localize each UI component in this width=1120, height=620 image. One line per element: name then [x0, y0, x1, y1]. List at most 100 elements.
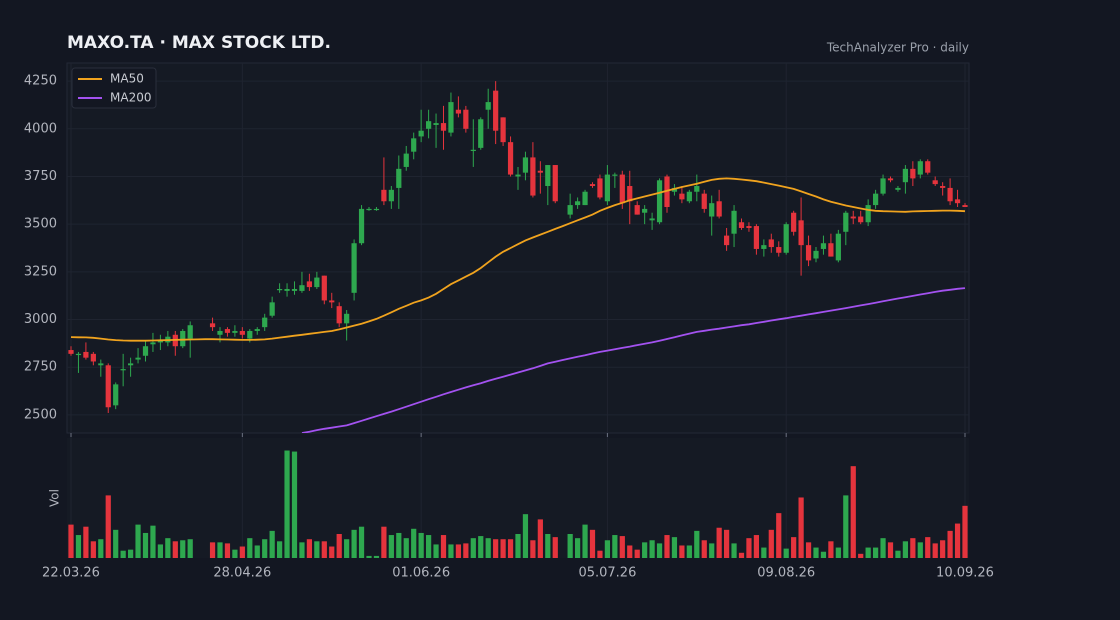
- candle-body: [619, 174, 625, 204]
- volume-bar: [627, 545, 633, 558]
- candle-body: [314, 277, 320, 288]
- candle-body: [656, 180, 663, 223]
- candle-body: [113, 384, 119, 406]
- candle-body: [150, 342, 156, 345]
- candle-body: [68, 350, 74, 354]
- candle-body: [887, 178, 894, 181]
- candle-body: [232, 330, 238, 333]
- candle-body: [932, 180, 938, 185]
- candle-body: [664, 176, 670, 207]
- volume-bar: [299, 542, 305, 558]
- volume-bar: [701, 540, 707, 558]
- volume-bar: [746, 538, 752, 558]
- candle-body: [597, 178, 603, 198]
- volume-bar: [694, 530, 700, 558]
- candle-body: [701, 193, 707, 209]
- volume-bar: [448, 544, 454, 558]
- y-tick-label: 2500: [24, 407, 57, 422]
- candle-body: [500, 117, 506, 143]
- volume-bar: [180, 540, 186, 558]
- volume-label: Vol: [48, 489, 62, 507]
- candle-body: [373, 208, 380, 211]
- volume-bar: [142, 532, 149, 558]
- candle-body: [254, 329, 260, 331]
- y-tick-label: 3750: [24, 169, 57, 184]
- volume-bar: [478, 536, 484, 558]
- candle-body: [396, 168, 402, 188]
- candle-body: [604, 174, 611, 202]
- volume-bar: [537, 519, 543, 558]
- volume-bar: [843, 495, 849, 558]
- candle-body: [679, 193, 685, 200]
- candle-body: [761, 245, 767, 249]
- volume-bar: [902, 541, 909, 558]
- candle-body: [411, 138, 417, 152]
- candle-body: [612, 174, 618, 176]
- candle-body: [522, 157, 529, 173]
- candle-body: [865, 205, 871, 223]
- volume-bar: [157, 544, 164, 558]
- volume-bar: [887, 542, 894, 558]
- volume-bar: [455, 544, 462, 558]
- volume-bar: [306, 539, 313, 558]
- volume-bar: [411, 528, 417, 558]
- volume-bar: [671, 537, 678, 558]
- y-tick-label: 4000: [24, 121, 57, 136]
- candle-body: [440, 123, 447, 131]
- volume-bar: [224, 543, 231, 558]
- candle-body: [835, 233, 841, 261]
- candle-body: [83, 351, 89, 358]
- x-tick-label: 09.08.26: [757, 566, 815, 581]
- candle-body: [567, 205, 573, 215]
- volume-bar: [470, 538, 476, 558]
- candle-body: [768, 239, 774, 248]
- candle-body: [746, 226, 752, 228]
- candle-body: [299, 285, 305, 291]
- volume-bar: [835, 547, 841, 558]
- volume-bar: [649, 540, 655, 558]
- volume-bar: [284, 450, 290, 558]
- volume-bar: [612, 535, 618, 558]
- volume-bar: [850, 466, 856, 558]
- volume-bar: [597, 550, 603, 558]
- volume-bar: [954, 523, 961, 558]
- candle-body: [336, 306, 342, 324]
- candle-body: [709, 203, 715, 217]
- candle-body: [828, 243, 834, 257]
- volume-bar: [664, 535, 670, 558]
- price-pane: [66, 62, 970, 434]
- x-tick-label: 01.06.26: [392, 566, 450, 581]
- volume-bar: [962, 505, 968, 558]
- y-tick-label: 3000: [24, 312, 57, 327]
- x-tick-label: 28.04.26: [213, 566, 271, 581]
- volume-bar: [254, 545, 260, 558]
- candle-body: [127, 363, 134, 366]
- candle-body: [776, 247, 782, 253]
- legend-label: MA50: [110, 72, 144, 86]
- volume-bar: [187, 539, 193, 558]
- candle-body: [493, 90, 499, 131]
- volume-bar: [738, 552, 745, 558]
- candle-body: [798, 220, 804, 246]
- volume-bar: [232, 549, 238, 558]
- candle-body: [813, 250, 819, 259]
- volume-bar: [127, 549, 134, 558]
- volume-bar: [351, 529, 357, 558]
- candle-body: [947, 187, 953, 202]
- x-tick-label: 05.07.26: [578, 566, 636, 581]
- y-tick-label: 3500: [24, 217, 57, 232]
- candle-body: [843, 212, 849, 232]
- candle-body: [545, 165, 551, 187]
- candle-body: [366, 208, 372, 211]
- ma-line: [70, 177, 966, 342]
- candle-body: [552, 165, 558, 202]
- candle-body: [642, 208, 648, 213]
- legend-label: MA200: [110, 91, 151, 105]
- volume-bar: [440, 535, 447, 558]
- volume-bar: [776, 513, 782, 558]
- candle-body: [284, 289, 290, 291]
- volume-bar: [493, 539, 499, 558]
- volume-bar: [865, 547, 871, 558]
- candle-body: [858, 216, 864, 223]
- source-label: TechAnalyzer Pro · daily: [826, 41, 969, 55]
